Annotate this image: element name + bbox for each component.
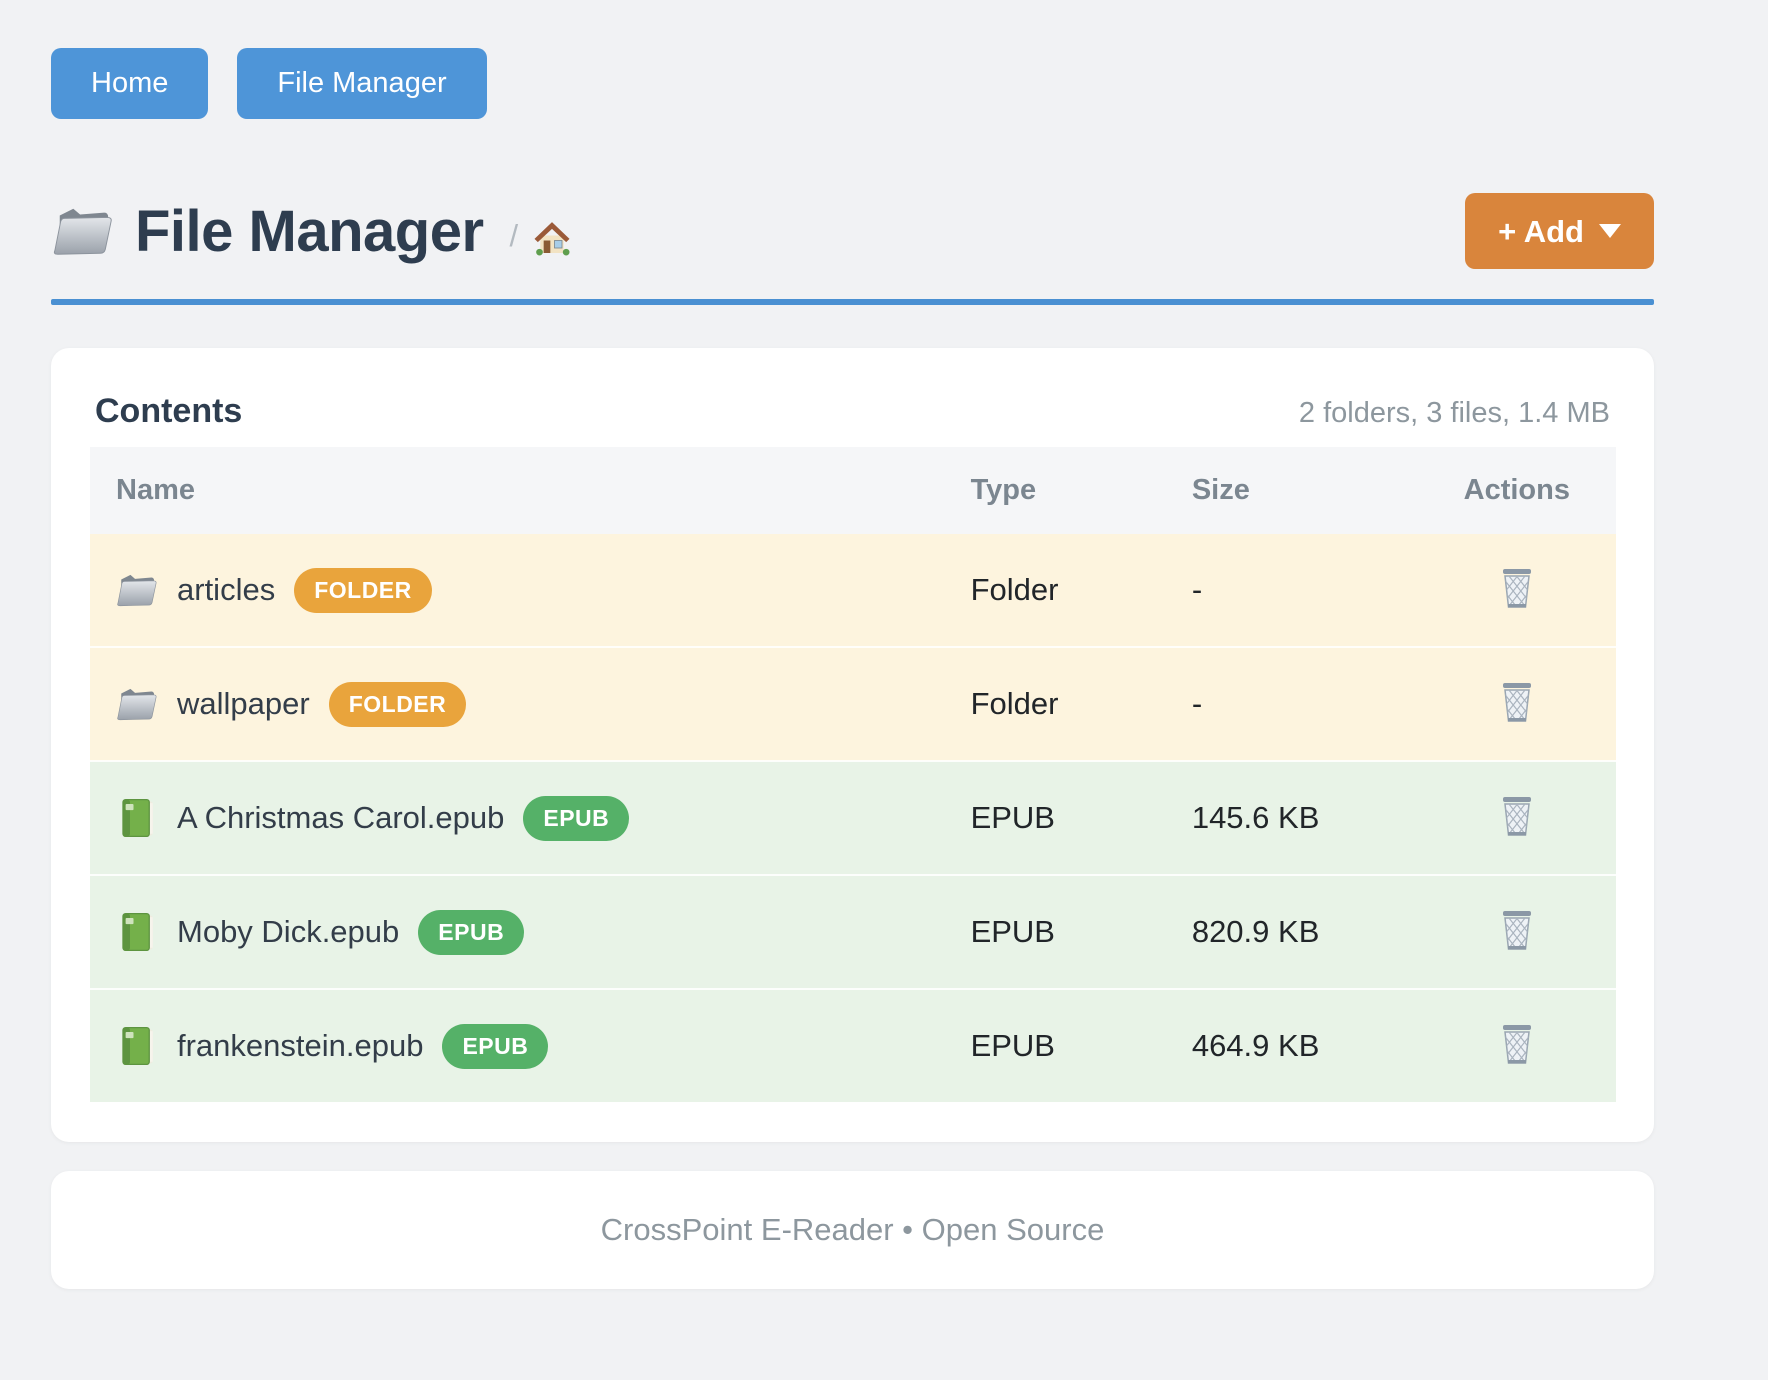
column-header-type: Type — [944, 447, 1166, 534]
contents-title: Contents — [95, 392, 243, 430]
caret-down-icon — [1599, 224, 1621, 238]
column-header-size: Size — [1165, 447, 1418, 534]
delete-button[interactable] — [1495, 905, 1539, 958]
folder-icon — [116, 569, 158, 611]
green-book-icon — [116, 911, 158, 953]
column-header-name: Name — [90, 447, 945, 534]
entry-type: EPUB — [944, 760, 1166, 875]
entry-type: Folder — [944, 646, 1166, 761]
table-row: frankenstein.epub EPUB EPUB 464.9 KB — [90, 988, 1616, 1102]
add-button-label: + Add — [1498, 213, 1584, 249]
entry-type-badge: EPUB — [418, 909, 525, 955]
green-book-icon — [116, 1025, 158, 1067]
entry-name[interactable]: articles — [177, 572, 276, 607]
entry-size: 145.6 KB — [1165, 760, 1418, 875]
home-button[interactable]: Home — [51, 48, 209, 119]
row-name-cell: frankenstein.epub EPUB — [116, 1023, 919, 1069]
entry-type-badge: FOLDER — [294, 567, 432, 613]
footer-text: CrossPoint E-Reader • Open Source — [600, 1212, 1105, 1247]
entry-name[interactable]: Moby Dick.epub — [177, 914, 400, 949]
table-row: Moby Dick.epub EPUB EPUB 820.9 KB — [90, 874, 1616, 989]
title-group: File Manager / — [51, 198, 572, 265]
table-header-row: Name Type Size Actions — [90, 447, 1616, 534]
entry-size: 820.9 KB — [1165, 874, 1418, 989]
trash-icon — [1499, 681, 1535, 723]
breadcrumb-separator: / — [509, 218, 519, 253]
entry-type-badge: FOLDER — [328, 681, 467, 727]
folder-icon — [51, 200, 115, 262]
entry-size: - — [1191, 572, 1203, 607]
title-divider — [51, 299, 1654, 305]
entry-type: EPUB — [944, 874, 1166, 989]
file-manager-page: Home File Manager File Manager / + Add C… — [51, 48, 1654, 1289]
trash-icon — [1499, 909, 1535, 951]
row-name-cell: A Christmas Carol.epub EPUB — [116, 795, 919, 841]
footer-card: CrossPoint E-Reader • Open Source — [51, 1171, 1654, 1289]
delete-button[interactable] — [1495, 791, 1539, 844]
delete-button[interactable] — [1495, 563, 1539, 616]
file-manager-button[interactable]: File Manager — [237, 48, 487, 119]
row-name-cell: Moby Dick.epub EPUB — [116, 909, 919, 955]
trash-icon — [1499, 795, 1535, 837]
files-table: Name Type Size Actions articles FOLDER F… — [90, 447, 1616, 1102]
house-icon[interactable] — [532, 218, 572, 258]
folder-icon — [116, 683, 158, 725]
table-row: A Christmas Carol.epub EPUB EPUB 145.6 K… — [90, 760, 1616, 875]
entry-type: EPUB — [944, 988, 1166, 1102]
entry-type: Folder — [970, 572, 1059, 607]
delete-button[interactable] — [1495, 1019, 1539, 1072]
add-button[interactable]: + Add — [1465, 193, 1654, 269]
green-book-icon — [116, 797, 158, 839]
row-name-cell: wallpaper FOLDER — [116, 681, 919, 727]
table-row: wallpaper FOLDER Folder - — [90, 646, 1616, 761]
entry-type-badge: EPUB — [523, 795, 630, 841]
delete-button[interactable] — [1495, 677, 1539, 730]
entry-name[interactable]: frankenstein.epub — [177, 1028, 424, 1063]
contents-card: Contents 2 folders, 3 files, 1.4 MB Name… — [51, 348, 1654, 1142]
page-header: File Manager / + Add — [51, 193, 1654, 269]
contents-card-header: Contents 2 folders, 3 files, 1.4 MB — [90, 392, 1616, 447]
table-row: articles FOLDER Folder - — [90, 534, 1616, 647]
contents-summary: 2 folders, 3 files, 1.4 MB — [1298, 397, 1610, 429]
entry-name[interactable]: wallpaper — [177, 686, 310, 721]
entry-size: - — [1165, 646, 1418, 761]
page-title: File Manager — [135, 198, 484, 264]
entry-size: 464.9 KB — [1165, 988, 1418, 1102]
entry-type-badge: EPUB — [442, 1023, 549, 1069]
column-header-actions: Actions — [1417, 447, 1616, 534]
trash-icon — [1499, 1023, 1535, 1065]
row-name-cell: articles FOLDER — [116, 567, 919, 613]
top-nav: Home File Manager — [51, 48, 1654, 119]
trash-icon — [1499, 567, 1535, 609]
entry-name[interactable]: A Christmas Carol.epub — [177, 800, 505, 835]
